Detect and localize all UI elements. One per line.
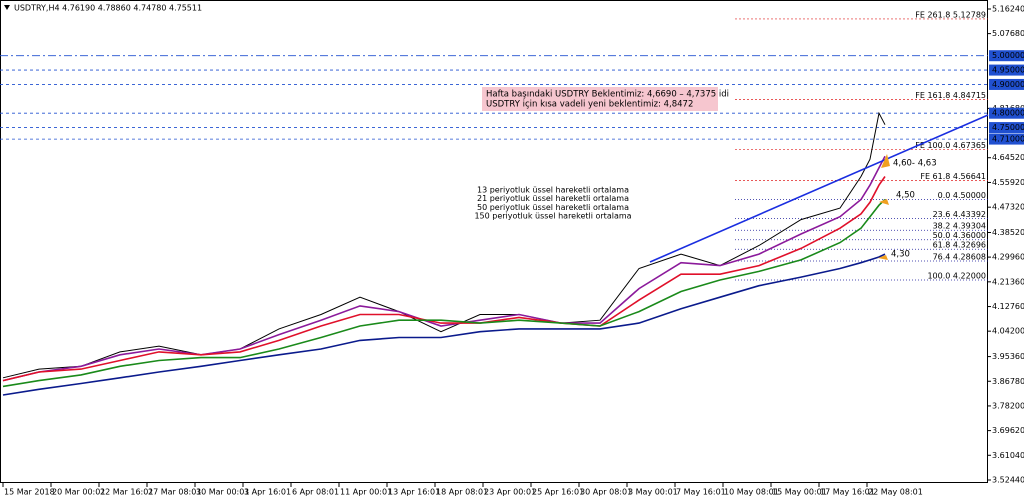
level-label: 4.75000 [992,123,1024,132]
level-label: 4.90000 [992,80,1024,89]
y-tick-label: 4.64520 [992,153,1024,162]
series-line [2,176,886,382]
level-box [989,122,1024,134]
x-tick-label: 25 Apr 16:01 [532,488,584,497]
legend-entry: 150 periyotluk üssel hareketli ortalama [474,212,631,221]
fib-label: 23.6 4.43392 [933,210,986,219]
y-tick-label: 3.61040 [992,451,1024,460]
fib-label: 100.0 4.22000 [927,271,986,280]
y-tick-label: 3.52440 [992,476,1024,485]
x-tick-label: 15 May 00:01 [772,488,827,497]
x-tick-label: 3 May 00:01 [628,488,678,497]
series-line [2,198,886,388]
level-box [989,78,1024,90]
level-label: 5.00000 [992,51,1024,60]
y-tick-label: 4.38520 [992,228,1024,237]
target-label: 4,60- 4,63 [893,159,937,169]
x-tick-label: 17 May 16:01 [820,488,875,497]
series-line [2,155,886,382]
series-line [2,111,886,379]
x-tick-label: 6 Apr 08:01 [292,488,339,497]
channel-line [649,114,989,263]
level-label: 4.71000 [992,135,1024,144]
x-tick-label: 30 Apr 08:01 [580,488,632,497]
fib-label: FE 161.8 4.84715 [915,91,986,100]
legend-entry: 13 periyotluk üssel hareketli ortalama [477,186,629,195]
y-tick-label: 4.47320 [992,203,1024,212]
annotation-text: USDTRY için kısa vadeli yeni beklentimiz… [486,100,693,110]
target-label: 4,50 [896,191,915,201]
fib-label: 0.0 4.50000 [938,191,986,200]
y-tick-label: 4.29960 [992,253,1024,262]
fib-label: 38.2 4.39304 [933,222,986,231]
x-tick-label: 27 Mar 08:01 [148,488,201,497]
x-tick-label: 13 Apr 16:01 [388,488,440,497]
y-tick-label: 5.07680 [992,29,1024,38]
x-tick-label: 22 May 08:01 [868,488,923,497]
legend-entry: 21 periyotluk üssel hareketli ortalama [477,194,629,203]
y-tick-label: 4.21360 [992,277,1024,286]
x-tick-label: 3 Apr 16:01 [244,488,291,497]
x-tick-label: 22 Mar 16:01 [100,488,153,497]
y-tick-label: 3.78200 [992,401,1024,410]
x-tick-label: 20 Mar 00:01 [52,488,105,497]
annotation-box [482,87,718,111]
fib-label: 76.4 4.28608 [933,252,986,261]
menu-arrow[interactable] [4,5,10,10]
x-tick-label: 11 Apr 00:01 [340,488,392,497]
legend-entry: 50 periyotluk üssel hareketli ortalama [477,203,629,212]
level-box [989,50,1024,62]
plot-frame [0,0,988,483]
chart-title: USDTRY,H4 4.76190 4.78860 4.74780 4.7551… [14,4,202,13]
annotation-text: Hafta başındaki USDTRY Beklentimiz: 4,66… [486,90,729,100]
target-label: 4,30 [891,250,910,260]
target-arrow [879,199,889,205]
fib-label: FE 61.8 4.56641 [920,172,986,181]
fib-label: 50.0 4.36000 [933,231,986,240]
y-tick-label: 4.55920 [992,178,1024,187]
level-label: 4.95000 [992,66,1024,75]
target-arrow [881,154,890,168]
level-box [989,107,1024,119]
fib-label: 61.8 4.32696 [933,241,986,250]
y-tick-label: 4.04200 [992,327,1024,336]
level-box [989,133,1024,145]
fib-label: FE 100.0 4.67365 [915,141,986,150]
x-tick-label: 10 May 08:01 [724,488,779,497]
series-line [2,253,886,396]
x-tick-label: 23 Apr 00:01 [484,488,536,497]
x-tick-label: 7 May 16:01 [676,488,726,497]
y-tick-label: 3.69620 [992,426,1024,435]
x-tick-label: 18 Apr 08:01 [436,488,488,497]
level-box [989,64,1024,76]
y-tick-label: 3.86780 [992,377,1024,386]
y-tick-label: 4.12760 [992,302,1024,311]
fib-label: FE 261.8 5.12789 [915,10,986,19]
target-arrow [878,255,888,260]
x-tick-label: 15 Mar 2018 [4,488,55,497]
y-tick-label: 3.95360 [992,352,1024,361]
y-tick-label: 5.16240 [992,5,1024,14]
level-label: 4.80000 [992,109,1024,118]
x-tick-label: 30 Mar 00:01 [196,488,249,497]
